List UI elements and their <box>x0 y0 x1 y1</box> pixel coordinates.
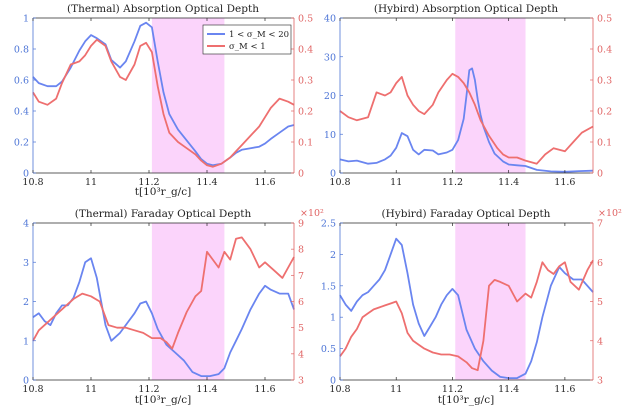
x-tick-label: 11.6 <box>554 384 575 395</box>
x-tick-label: 11.6 <box>254 177 275 188</box>
legend: 1 < σ_M < 20 σ_M < 1 <box>202 24 292 55</box>
y-tick-label-right: 8 <box>298 245 304 256</box>
y-tick-label-left: 0.5 <box>321 344 336 355</box>
y-tick-label-right: 0.1 <box>298 138 313 149</box>
y-tick-label-right: 0.4 <box>597 45 612 56</box>
y-tick-label-right: 0 <box>597 169 603 180</box>
series-line-2 <box>32 38 295 168</box>
x-tick-label: 11.6 <box>254 384 275 395</box>
y-tick-label-left: 0 <box>23 376 29 387</box>
y-tick-label-left: 1 <box>23 336 29 347</box>
panel-title: (Thermal) Absorption Optical Depth <box>67 3 259 15</box>
y-tick-label-left: 0.6 <box>14 76 29 87</box>
y-tick-label-right: 0.3 <box>298 76 313 87</box>
panel-title: (Hybird) Absorption Optical Depth <box>374 3 559 15</box>
y-tick-label-right: 3 <box>597 376 603 387</box>
y-tick-label-right: 7 <box>298 271 304 282</box>
y-tick-label-left: 1.5 <box>321 281 336 292</box>
y-tick-label-right: 0.2 <box>597 107 612 118</box>
x-tick-label: 11.4 <box>498 384 519 395</box>
x-tick-label: 11.6 <box>554 177 575 188</box>
panel-title: (Thermal) Faraday Optical Depth <box>75 208 252 220</box>
y-tick-label-left: 0 <box>330 376 336 387</box>
series-line-1 <box>32 21 295 167</box>
y-tick-label-left: 40 <box>324 14 336 25</box>
x-tick-label: 11 <box>85 177 97 188</box>
shaded-interval <box>455 223 526 380</box>
panel-hybird-faraday: (Hybird) Faraday Optical Depth t[10³r_g/… <box>321 208 622 406</box>
x-tick-label: 11.2 <box>442 177 463 188</box>
x-tick-label: 10.8 <box>329 384 350 395</box>
y-tick-label-left: 30 <box>324 52 336 63</box>
shaded-interval <box>151 223 225 380</box>
series-line-1 <box>339 237 594 380</box>
legend-label-series2: σ_M < 1 <box>229 42 266 52</box>
x-tick-label: 11.2 <box>138 177 159 188</box>
series-line-2 <box>339 72 594 165</box>
x-axis-label: t[10³r_g/c] <box>135 186 191 198</box>
x-tick-label: 11.2 <box>138 384 159 395</box>
y-tick-label-left: 2.5 <box>321 219 336 230</box>
y-tick-label-left: 0.2 <box>14 138 29 149</box>
y-tick-label-left: 2 <box>330 250 336 261</box>
x-tick-label: 11 <box>390 384 402 395</box>
legend-label-series1: 1 < σ_M < 20 <box>229 30 289 40</box>
y-tick-label-right: 4 <box>298 349 304 360</box>
series-line-1 <box>339 67 594 173</box>
y-tick-label-left: 20 <box>324 91 336 102</box>
panel-hybird-absorption: (Hybird) Absorption Optical Depth 10.8 11… <box>324 3 612 188</box>
x-tick-label: 11.4 <box>498 177 519 188</box>
y-tick-label-right: 7 <box>597 219 603 230</box>
y-tick-label-right: 0.1 <box>597 138 612 149</box>
y-tick-label-left: 1 <box>23 14 29 25</box>
panel-thermal-faraday: (Thermal) Faraday Optical Depth t[10³r_g… <box>22 208 324 406</box>
y-tick-label-right: 6 <box>597 258 603 269</box>
y-tick-label-left: 0 <box>23 169 29 180</box>
x-tick-label: 11.4 <box>196 177 217 188</box>
y-tick-label-right: 0 <box>298 169 304 180</box>
panel-title: (Hybird) Faraday Optical Depth <box>382 208 551 220</box>
x-tick-label: 10.8 <box>22 177 43 188</box>
series-line-2 <box>339 259 594 372</box>
y-tick-label-left: 4 <box>23 219 29 230</box>
y-tick-label-left: 0.8 <box>14 45 29 56</box>
y-tick-label-right: 3 <box>298 376 304 387</box>
y-tick-label-right: 0.4 <box>298 45 313 56</box>
y-tick-label-right: 5 <box>298 323 304 334</box>
y-tick-label-left: 10 <box>324 130 336 141</box>
x-tick-label: 10.8 <box>22 384 43 395</box>
x-tick-label: 11 <box>390 177 402 188</box>
right-axis-multiplier: ×10² <box>598 208 622 219</box>
x-axis-label: t[10³r_g/c] <box>438 394 494 406</box>
legend-box <box>202 24 292 55</box>
y-tick-label-right: 0.5 <box>298 14 313 25</box>
y-tick-label-right: 5 <box>597 297 603 308</box>
y-tick-label-right: 6 <box>298 297 304 308</box>
x-tick-label: 10.8 <box>329 177 350 188</box>
x-tick-label: 11 <box>85 384 97 395</box>
y-tick-label-right: 0.2 <box>298 107 313 118</box>
y-tick-label-right: 4 <box>597 336 603 347</box>
series-line-2 <box>32 236 295 350</box>
x-tick-label: 11.4 <box>196 384 217 395</box>
x-axis-label: t[10³r_g/c] <box>135 394 191 406</box>
y-tick-label-left: 0.4 <box>14 107 29 118</box>
y-tick-label-left: 3 <box>23 258 29 269</box>
y-tick-label-right: 0.3 <box>597 76 612 87</box>
y-tick-label-right: 0.5 <box>597 14 612 25</box>
right-axis-multiplier: ×10² <box>300 208 324 219</box>
x-tick-label: 11.2 <box>442 384 463 395</box>
y-tick-label-left: 0 <box>330 169 336 180</box>
y-tick-label-left: 1 <box>330 313 336 324</box>
y-tick-label-left: 2 <box>23 297 29 308</box>
y-tick-label-right: 9 <box>298 219 304 230</box>
